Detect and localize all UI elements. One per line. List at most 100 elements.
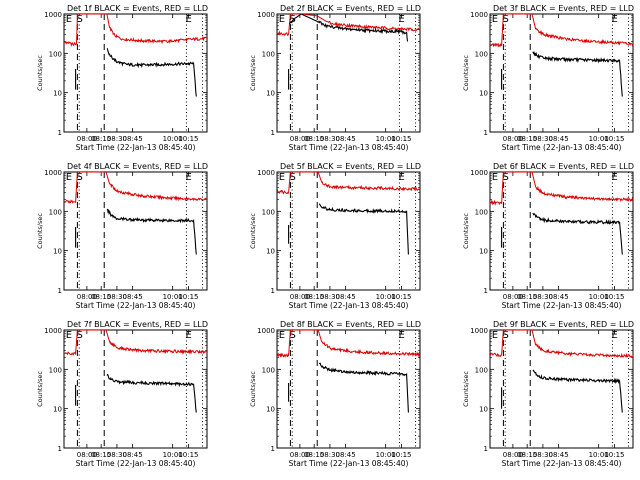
y-tick-label: 10 <box>479 406 488 414</box>
x-tick-label: 08:00 <box>503 293 523 301</box>
y-tick-label: 10 <box>266 90 275 98</box>
x-axis-label: Start Time (22-Jan-13 08:45:40) <box>76 143 196 152</box>
y-axis-label: Counts/sec <box>462 55 470 91</box>
plot-frame <box>63 171 208 291</box>
x-tick-label: 10:00 <box>376 135 396 143</box>
panel-title: Det 1f BLACK = Events, RED = LLD <box>67 4 208 13</box>
x-tick-label: 10:00 <box>163 451 183 459</box>
lld-series-line <box>64 172 207 204</box>
lld-series-line <box>490 330 633 359</box>
plot-frame <box>489 13 634 133</box>
x-tick-label: 08:45 <box>549 293 569 301</box>
panel-title: Det 7f BLACK = Events, RED = LLD <box>67 320 208 329</box>
plot-frame <box>276 13 421 133</box>
detector-panel: Det 9f BLACK = Events, RED = LLD 1 10 100 10… <box>462 320 634 468</box>
y-tick-label: 1000 <box>44 11 62 19</box>
panel-title: Det 5f BLACK = Events, RED = LLD <box>280 162 421 171</box>
y-tick-label: 1000 <box>257 327 275 335</box>
y-tick-label: 1000 <box>44 169 62 177</box>
y-tick-label: 1000 <box>257 11 275 19</box>
event-marker-label: E <box>612 172 618 183</box>
x-axis-label: Start Time (22-Jan-13 08:45:40) <box>289 301 409 310</box>
event-marker-label: S <box>503 330 509 341</box>
panel-title: Det 3f BLACK = Events, RED = LLD <box>493 4 634 13</box>
event-marker-label: E <box>66 172 72 183</box>
x-axis-label: Start Time (22-Jan-13 08:45:40) <box>502 143 622 152</box>
x-tick-label: 10:00 <box>589 293 609 301</box>
detector-panel: Det 2f BLACK = Events, RED = LLD 1 10 100 10… <box>249 4 421 152</box>
x-tick-label: 08:15 <box>517 135 537 143</box>
x-tick-label: 08:15 <box>304 451 324 459</box>
y-axis-label: Counts/sec <box>36 371 44 407</box>
y-axis-label: Counts/sec <box>462 213 470 249</box>
y-tick-label: 100 <box>475 208 488 216</box>
events-series-line <box>532 369 623 413</box>
x-tick-label: 10:15 <box>178 293 198 301</box>
plot-frame <box>489 329 634 449</box>
event-marker-label: E <box>186 172 192 183</box>
x-tick-label: 10:00 <box>376 451 396 459</box>
x-tick-label: 10:15 <box>604 293 624 301</box>
event-marker-label: E <box>492 330 498 341</box>
plot-frame <box>63 329 208 449</box>
x-tick-label: 08:45 <box>549 135 569 143</box>
x-axis-label: Start Time (22-Jan-13 08:45:40) <box>502 301 622 310</box>
x-tick-label: 10:15 <box>391 451 411 459</box>
panel-title: Det 2f BLACK = Events, RED = LLD <box>280 4 421 13</box>
x-tick-label: 08:00 <box>77 293 97 301</box>
y-tick-label: 1 <box>271 445 275 453</box>
y-tick-label: 10 <box>53 90 62 98</box>
event-marker-label: S <box>503 14 509 25</box>
x-tick-label: 08:00 <box>503 135 523 143</box>
events-series-line <box>106 208 197 255</box>
y-tick-label: 100 <box>475 366 488 374</box>
x-tick-label: 08:45 <box>336 451 356 459</box>
x-tick-label: 08:15 <box>91 451 111 459</box>
y-tick-label: 100 <box>49 366 62 374</box>
x-tick-label: 08:15 <box>91 293 111 301</box>
x-tick-label: 08:30 <box>320 135 340 143</box>
x-axis-label: Start Time (22-Jan-13 08:45:40) <box>289 459 409 468</box>
event-marker-label: S <box>290 172 296 183</box>
event-marker-label: E <box>612 14 618 25</box>
y-tick-label: 1 <box>271 129 275 137</box>
x-tick-label: 10:15 <box>604 451 624 459</box>
y-tick-label: 10 <box>266 248 275 256</box>
x-tick-label: 08:15 <box>517 293 537 301</box>
y-axis-label: Counts/sec <box>249 371 257 407</box>
event-marker-label: E <box>612 330 618 341</box>
plot-frame <box>63 13 208 133</box>
y-tick-label: 10 <box>53 406 62 414</box>
x-tick-label: 08:30 <box>533 451 553 459</box>
lld-series-line <box>277 172 420 195</box>
y-axis-label: Counts/sec <box>249 55 257 91</box>
event-marker-label: S <box>77 330 83 341</box>
events-series-line <box>532 51 623 97</box>
y-axis-label: Counts/sec <box>36 213 44 249</box>
x-tick-label: 08:00 <box>77 135 97 143</box>
y-tick-label: 1 <box>484 129 488 137</box>
event-marker-label: S <box>77 172 83 183</box>
x-tick-label: 08:15 <box>304 293 324 301</box>
x-tick-label: 10:00 <box>376 293 396 301</box>
x-tick-label: 08:00 <box>290 293 310 301</box>
y-tick-label: 100 <box>262 366 275 374</box>
lld-series-line <box>490 172 633 206</box>
x-tick-label: 08:00 <box>290 135 310 143</box>
y-tick-label: 10 <box>479 90 488 98</box>
event-marker-label: E <box>279 172 285 183</box>
x-tick-label: 08:15 <box>91 135 111 143</box>
event-marker-label: E <box>399 14 405 25</box>
detector-panel: Det 1f BLACK = Events, RED = LLD 1 10 100 10… <box>36 4 208 152</box>
x-tick-label: 08:30 <box>533 293 553 301</box>
panel-title: Det 9f BLACK = Events, RED = LLD <box>493 320 634 329</box>
y-tick-label: 10 <box>53 248 62 256</box>
x-tick-label: 08:45 <box>123 293 143 301</box>
detector-panel: Det 5f BLACK = Events, RED = LLD 1 10 100 10… <box>249 162 421 310</box>
x-tick-label: 08:30 <box>320 293 340 301</box>
y-tick-label: 1 <box>58 129 62 137</box>
x-tick-label: 10:00 <box>589 451 609 459</box>
y-tick-label: 100 <box>262 208 275 216</box>
x-axis-label: Start Time (22-Jan-13 08:45:40) <box>76 459 196 468</box>
x-axis-label: Start Time (22-Jan-13 08:45:40) <box>76 301 196 310</box>
